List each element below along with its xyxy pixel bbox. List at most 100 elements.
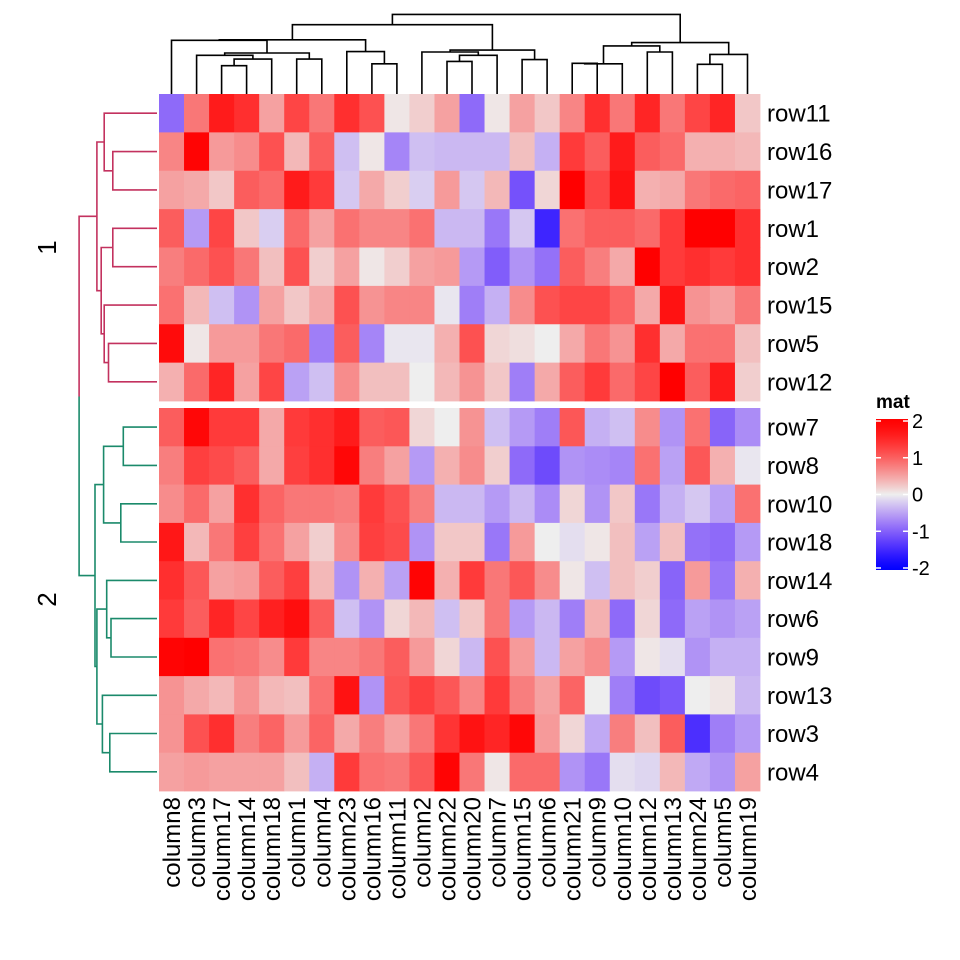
heatmap-cell-row10-column22 (434, 484, 460, 524)
heatmap-cell-row16-column1 (284, 132, 310, 172)
column-label: column4 (309, 797, 336, 888)
heatmap-cell-row12-column14 (234, 362, 260, 402)
heatmap-cell-row12-column19 (734, 362, 761, 402)
heatmap-cell-row8-column14 (234, 446, 260, 485)
heatmap-cell-row15-column10 (609, 285, 636, 325)
heatmap-cell-row2-column15 (509, 247, 536, 287)
heatmap-cell-row4-column11 (384, 752, 410, 792)
heatmap-cell-row7-column1 (284, 408, 310, 447)
legend-tick-label: 0 (912, 485, 923, 507)
column-dendrogram-branch (291, 23, 494, 51)
heatmap-cell-row2-column1 (284, 247, 310, 287)
heatmap-cell-row17-column11 (384, 170, 410, 210)
row-label: row9 (767, 645, 819, 672)
heatmap-cell-row9-column18 (259, 637, 285, 677)
heatmap-cell-row12-column9 (584, 362, 611, 402)
heatmap-cell-row10-column16 (359, 484, 385, 524)
heatmap-cell-row12-column24 (684, 362, 711, 402)
heatmap-cell-row9-column20 (459, 637, 485, 677)
heatmap-cell-row8-column18 (259, 446, 285, 485)
heatmap-cell-row11-column19 (734, 94, 761, 133)
heatmap-cell-row8-column17 (209, 446, 235, 485)
heatmap-cell-row1-column19 (734, 209, 761, 248)
row-dendrogram-branch (112, 227, 157, 268)
heatmap-cell-row17-column18 (259, 170, 285, 210)
heatmap-cell-row18-column22 (434, 522, 460, 562)
heatmap-cell-row13-column10 (609, 676, 636, 715)
heatmap-cell-row16-column20 (459, 132, 485, 172)
heatmap-cell-row6-column14 (234, 599, 260, 639)
heatmap-cell-row1-column4 (309, 209, 335, 248)
heatmap-cell-row18-column3 (184, 522, 210, 562)
heatmap-cell-row9-column6 (534, 637, 561, 677)
heatmap-cell-row11-column7 (484, 94, 510, 133)
heatmap-cell-row11-column6 (534, 94, 561, 133)
heatmap-cell-row9-column5 (709, 637, 736, 677)
column-dendrogram-branch (646, 51, 674, 94)
heatmap-cell-row3-column7 (484, 714, 510, 754)
heatmap-cell-row16-column10 (609, 132, 636, 172)
heatmap-cell-row15-column16 (359, 285, 385, 325)
heatmap-cell-row14-column13 (659, 561, 686, 600)
heatmap-cell-row11-column12 (634, 94, 661, 133)
heatmap-cell-row2-column21 (559, 247, 586, 287)
heatmap-cell-row5-column9 (584, 324, 611, 364)
color-legend: mat 2 1 0 -1 -2 (876, 392, 930, 580)
column-dendrogram-branch (220, 64, 248, 94)
heatmap-cell-row6-column18 (259, 599, 285, 639)
heatmap-cell-row12-column16 (359, 362, 385, 402)
heatmap-cell-row5-column24 (684, 324, 711, 364)
heatmap-cell-row10-column3 (184, 484, 210, 524)
heatmap-cell-row11-column15 (509, 94, 536, 133)
heatmap-cell-row8-column15 (509, 446, 536, 485)
heatmap-cell-row16-column11 (384, 132, 410, 172)
heatmap-cell-row7-column3 (184, 408, 210, 447)
heatmap-cell-row2-column13 (659, 247, 686, 287)
heatmap-cell-row12-column23 (334, 362, 360, 402)
heatmap-cell-row16-column8 (159, 132, 185, 172)
heatmap-cell-row11-column1 (284, 94, 310, 133)
heatmap-cell-row11-column4 (309, 94, 335, 133)
heatmap-cell-row10-column10 (609, 484, 636, 524)
heatmap-cell-row10-column18 (259, 484, 285, 524)
heatmap-cell-row13-column2 (409, 676, 435, 715)
row-slice-labels: 12 (32, 240, 62, 606)
heatmap-cell-row2-column11 (384, 247, 410, 287)
heatmap-cell-row15-column14 (234, 285, 260, 325)
heatmap-cell-row5-column20 (459, 324, 485, 364)
row-label: row18 (767, 530, 832, 557)
heatmap-cell-row10-column1 (284, 484, 310, 524)
column-dendrogram-branch (371, 63, 398, 94)
heatmap-cell-row2-column9 (584, 247, 611, 287)
heatmap-cell-row15-column2 (409, 285, 435, 325)
heatmap-cell-row13-column6 (534, 676, 561, 715)
heatmap-cell-row15-column3 (184, 285, 210, 325)
heatmap-cell-row5-column2 (409, 324, 435, 364)
column-label: column15 (510, 797, 537, 901)
column-dendrogram-branch (233, 58, 273, 94)
heatmap-cell-row14-column24 (684, 561, 711, 600)
heatmap-cell-row4-column21 (559, 752, 586, 792)
heatmap-cell-row9-column3 (184, 637, 210, 677)
heatmap-cell-row18-column1 (284, 522, 310, 562)
heatmap-cell-row3-column11 (384, 714, 410, 754)
heatmap-cell-row17-column4 (309, 170, 335, 210)
heatmap-cell-row11-column5 (709, 94, 736, 133)
heatmap-cell-row10-column6 (534, 484, 561, 524)
heatmap-cell-row4-column14 (234, 752, 260, 792)
heatmap-cell-row3-column23 (334, 714, 360, 754)
heatmap-cell-row15-column21 (559, 285, 586, 325)
heatmap-cell-row14-column3 (184, 561, 210, 600)
heatmap-cell-row8-column20 (459, 446, 485, 485)
heatmap-cell-row2-column23 (334, 247, 360, 287)
heatmap-cell-row17-column8 (159, 170, 185, 210)
heatmap-cell-row7-column2 (409, 408, 435, 447)
heatmap-cell-row2-column14 (234, 247, 260, 287)
heatmap-cell-row15-column20 (459, 285, 485, 325)
heatmap-cell-row8-column8 (159, 446, 185, 485)
column-label: column5 (710, 797, 737, 888)
row-dendrogram-branch (103, 304, 157, 364)
heatmap-cell-row13-column12 (634, 676, 661, 715)
heatmap-cell-row4-column2 (409, 752, 435, 792)
heatmap-cell-row5-column12 (634, 324, 661, 364)
